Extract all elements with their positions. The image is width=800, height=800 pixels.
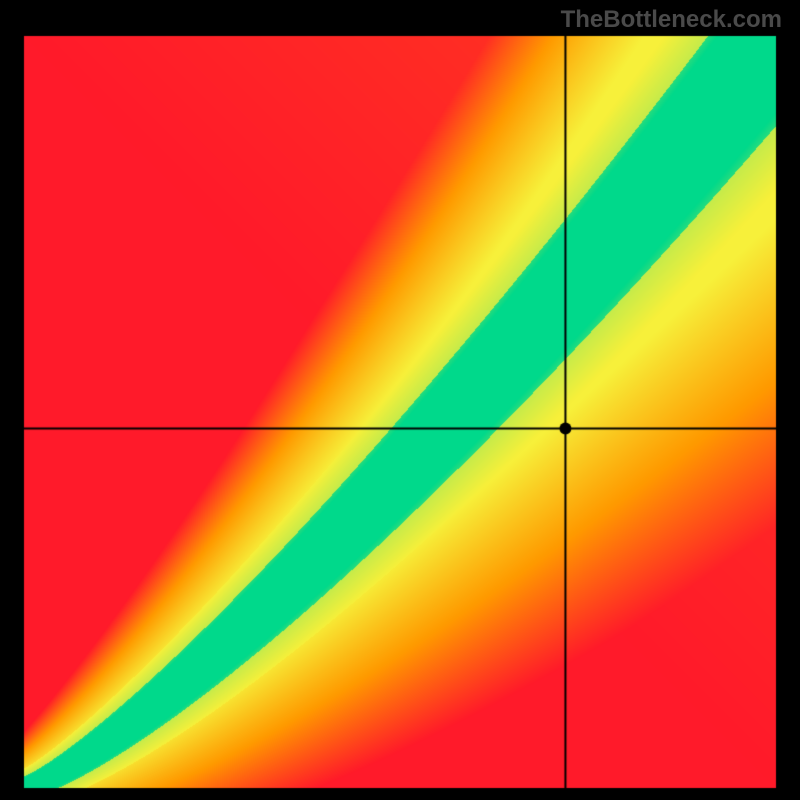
chart-container: TheBottleneck.com	[0, 0, 800, 800]
watermark-text: TheBottleneck.com	[561, 6, 782, 34]
heatmap-canvas	[0, 0, 800, 800]
